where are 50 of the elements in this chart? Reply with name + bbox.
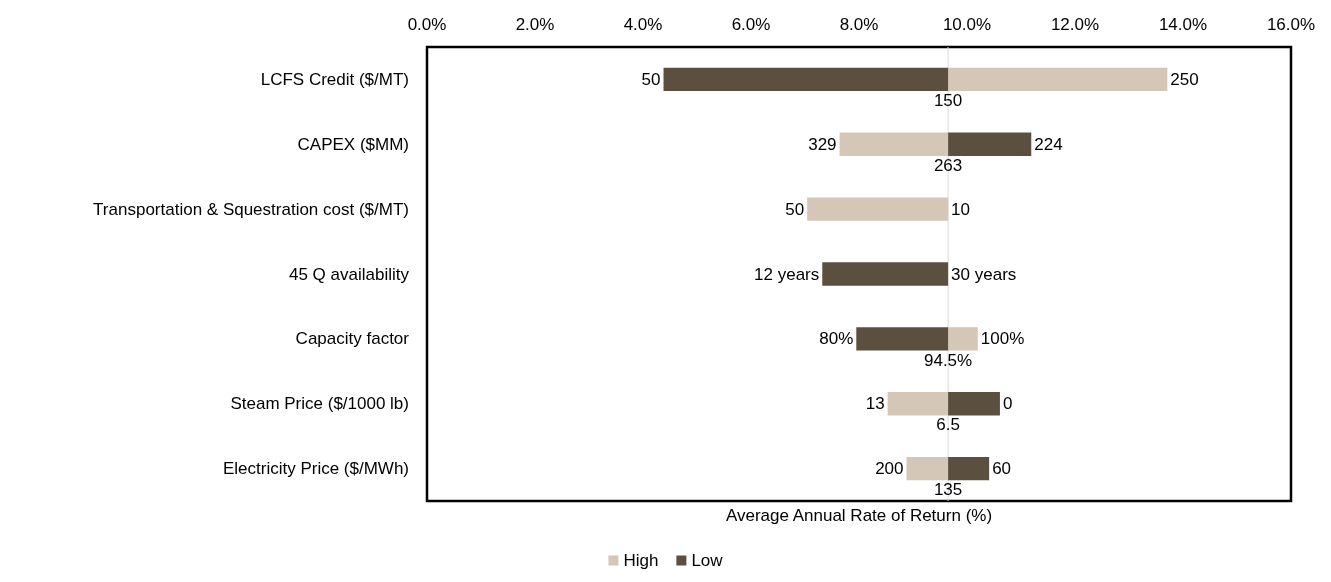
- annotation: 200: [875, 459, 904, 479]
- x-tick-label: 0.0%: [407, 15, 447, 34]
- x-tick-label: 14.0%: [1158, 15, 1208, 34]
- bar: [906, 456, 949, 481]
- x-tick-label: 4.0%: [623, 15, 663, 34]
- bar: [856, 327, 949, 351]
- bar: [663, 67, 949, 92]
- x-tick-label: 16.0%: [1266, 15, 1316, 34]
- annotation: 60: [992, 459, 1012, 479]
- bar: [948, 327, 978, 351]
- x-tick-label: 6.0%: [731, 15, 771, 34]
- x-tick-label: 10.0%: [942, 15, 992, 34]
- annotation: 50: [641, 69, 661, 89]
- bar: [839, 132, 949, 156]
- bar: [948, 456, 990, 481]
- x-tick-label: 8.0%: [839, 15, 879, 34]
- y-tick-label: Capacity factor: [295, 329, 410, 349]
- annotation: 263: [933, 155, 963, 175]
- annotation: 150: [933, 91, 963, 111]
- annotation: 250: [1170, 69, 1199, 89]
- bar: [822, 262, 949, 286]
- x-axis-title: Average Annual Rate of Return (%): [725, 506, 993, 525]
- annotation: 6.5: [936, 415, 960, 435]
- x-tick-label: 2.0%: [515, 15, 555, 34]
- annotation: 0: [1002, 394, 1013, 414]
- bar: [887, 392, 949, 416]
- x-tick-label: 12.0%: [1050, 15, 1100, 34]
- annotation: 329: [808, 134, 837, 154]
- bar: [948, 132, 1032, 156]
- bar: [948, 67, 1168, 92]
- y-tick-label: LCFS Credit ($/MT): [260, 69, 409, 89]
- annotation: 50: [785, 199, 805, 219]
- y-tick-label: Transportation & Squestration cost ($/MT): [93, 199, 409, 219]
- y-tick-label: Steam Price ($/1000 lb): [230, 394, 409, 414]
- y-tick-label: Electricity Price ($/MWh): [222, 459, 409, 479]
- legend-label: High: [623, 551, 659, 570]
- bar: [948, 392, 1000, 416]
- annotation: 135: [933, 480, 963, 500]
- legend-label: Low: [691, 551, 724, 570]
- annotation: 94.5%: [924, 350, 973, 370]
- annotation: 224: [1034, 134, 1063, 154]
- annotation: 12 years: [754, 264, 820, 284]
- y-tick-label: CAPEX ($MM): [297, 134, 409, 154]
- annotation: 30 years: [951, 264, 1017, 284]
- annotation: 13: [865, 394, 885, 414]
- y-tick-label: 45 Q availability: [288, 264, 410, 284]
- annotation: 80%: [819, 329, 854, 349]
- bar: [807, 197, 949, 221]
- annotation: 100%: [980, 329, 1025, 349]
- annotation: 10: [951, 199, 971, 219]
